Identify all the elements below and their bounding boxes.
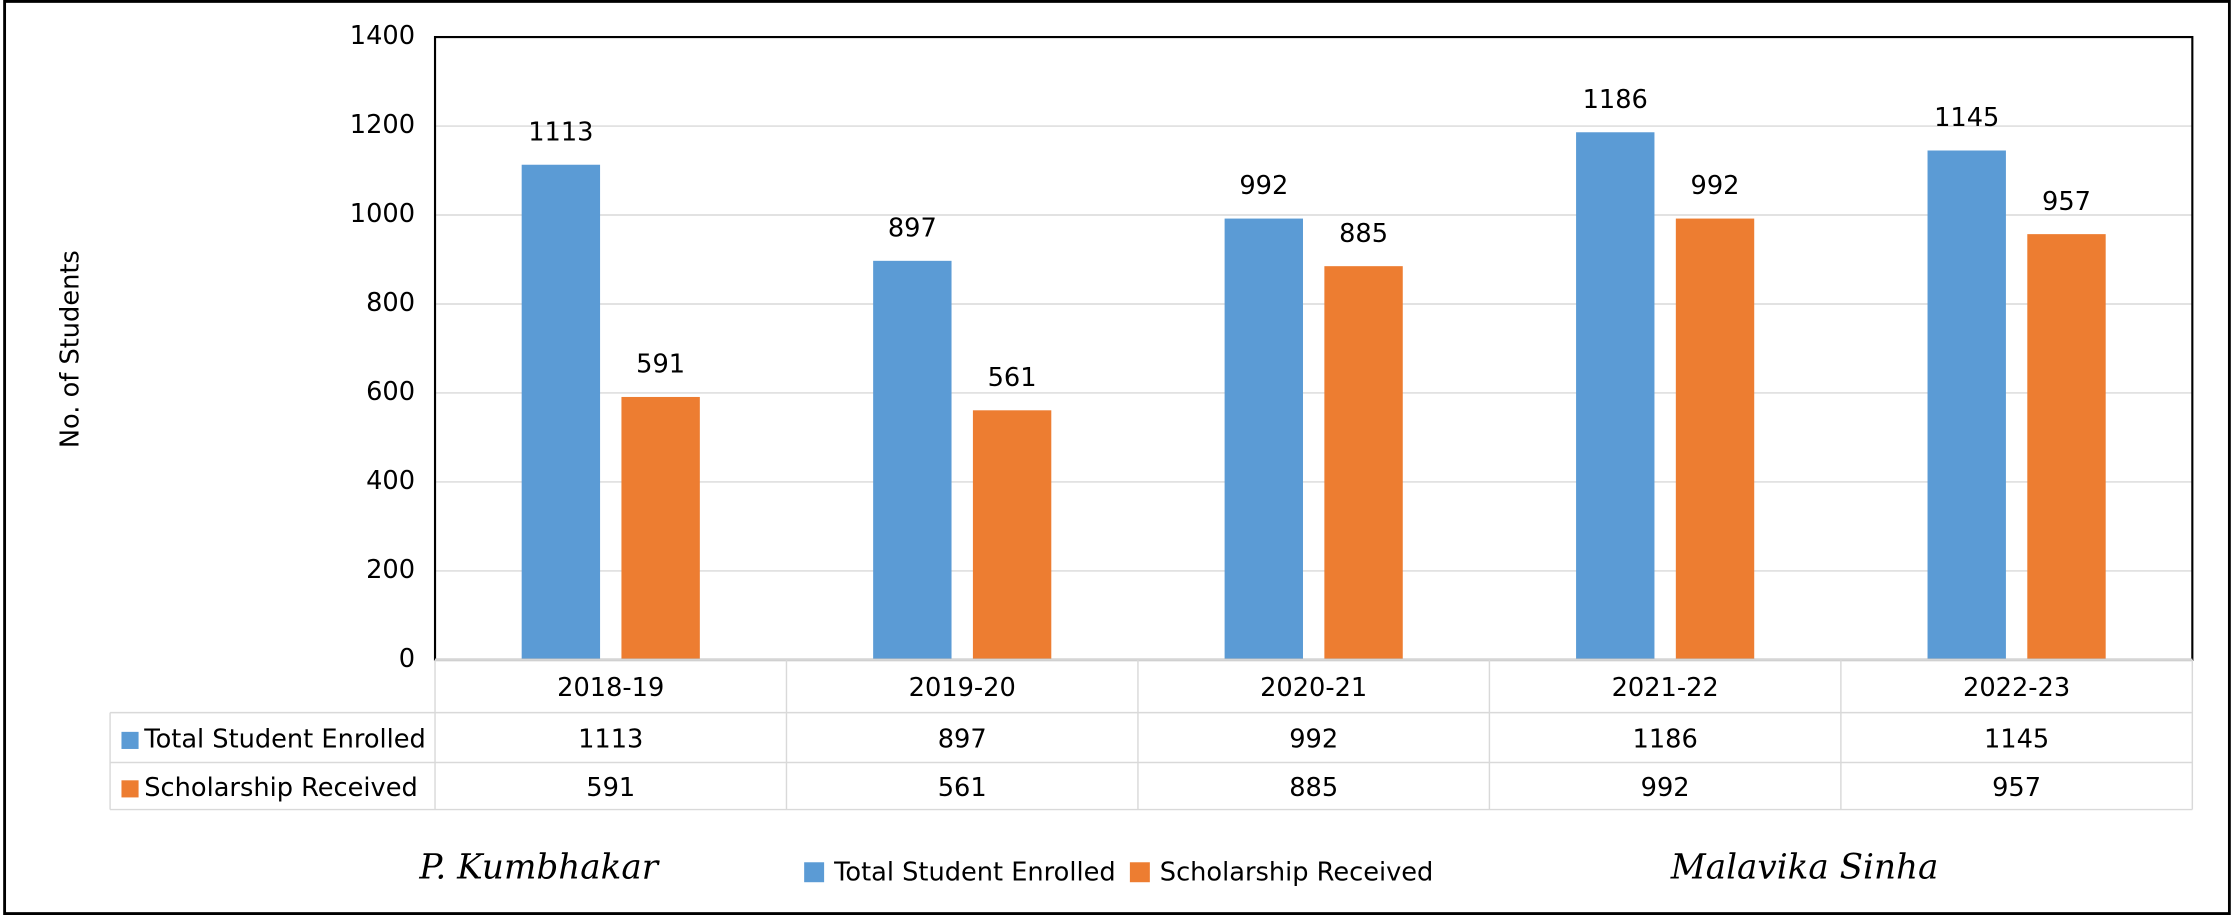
signature: P. Kumbhakar [418, 847, 660, 887]
legend-label: Scholarship Received [1160, 858, 1434, 888]
y-axis-label: No. of Students [56, 250, 86, 448]
y-tick-label: 0 [399, 644, 415, 674]
table-cell: 885 [1289, 773, 1338, 803]
table-row-label: Total Student Enrolled [143, 724, 426, 754]
table-cell: 591 [586, 773, 635, 803]
table-cell: 1186 [1633, 724, 1698, 754]
bar [1224, 218, 1303, 660]
x-tick-label: 2022-23 [1963, 673, 2070, 703]
y-tick-label: 1200 [350, 110, 415, 140]
data-label: 885 [1339, 219, 1388, 249]
data-label: 1186 [1583, 85, 1648, 115]
bar [873, 260, 952, 660]
table-cell: 1145 [1984, 724, 2049, 754]
y-tick-label: 800 [366, 288, 415, 318]
bar [621, 396, 700, 660]
bar [2027, 234, 2106, 660]
signature: Malavika Sinha [1670, 847, 1939, 887]
data-label: 1113 [528, 117, 593, 147]
bar [1927, 150, 2006, 660]
legend-key [121, 731, 139, 749]
legend-key [1129, 862, 1150, 883]
bar [1675, 218, 1755, 660]
table-row-label: Scholarship Received [144, 773, 418, 803]
y-tick-label: 1400 [350, 21, 415, 51]
data-label: 591 [636, 350, 685, 380]
table-cell: 561 [938, 773, 987, 803]
data-label: 992 [1691, 171, 1740, 201]
legend-key [804, 862, 825, 883]
x-tick-label: 2021-22 [1612, 673, 1719, 703]
table-cell: 992 [1289, 724, 1338, 754]
y-tick-label: 200 [366, 555, 415, 585]
table-cell: 992 [1641, 773, 1690, 803]
x-tick-label: 2020-21 [1260, 673, 1367, 703]
y-tick-label: 600 [366, 377, 415, 407]
y-tick-label: 1000 [350, 199, 415, 229]
bar [521, 164, 601, 660]
y-tick-label: 400 [366, 466, 415, 496]
data-label: 992 [1239, 171, 1288, 201]
table-cell: 1113 [578, 724, 643, 754]
bar [1576, 132, 1655, 660]
legend-label: Total Student Enrolled [833, 858, 1116, 888]
table-cell: 957 [1992, 773, 2041, 803]
data-label: 897 [888, 213, 937, 243]
data-label: 1145 [1934, 103, 1999, 133]
bar [1324, 266, 1403, 660]
x-tick-label: 2018-19 [557, 673, 664, 703]
chart-border [3, 0, 2231, 915]
legend-key [121, 780, 139, 798]
data-label: 957 [2042, 187, 2091, 217]
x-tick-label: 2019-20 [909, 673, 1016, 703]
data-label: 561 [988, 363, 1037, 393]
bar [972, 410, 1052, 660]
table-cell: 897 [938, 724, 987, 754]
